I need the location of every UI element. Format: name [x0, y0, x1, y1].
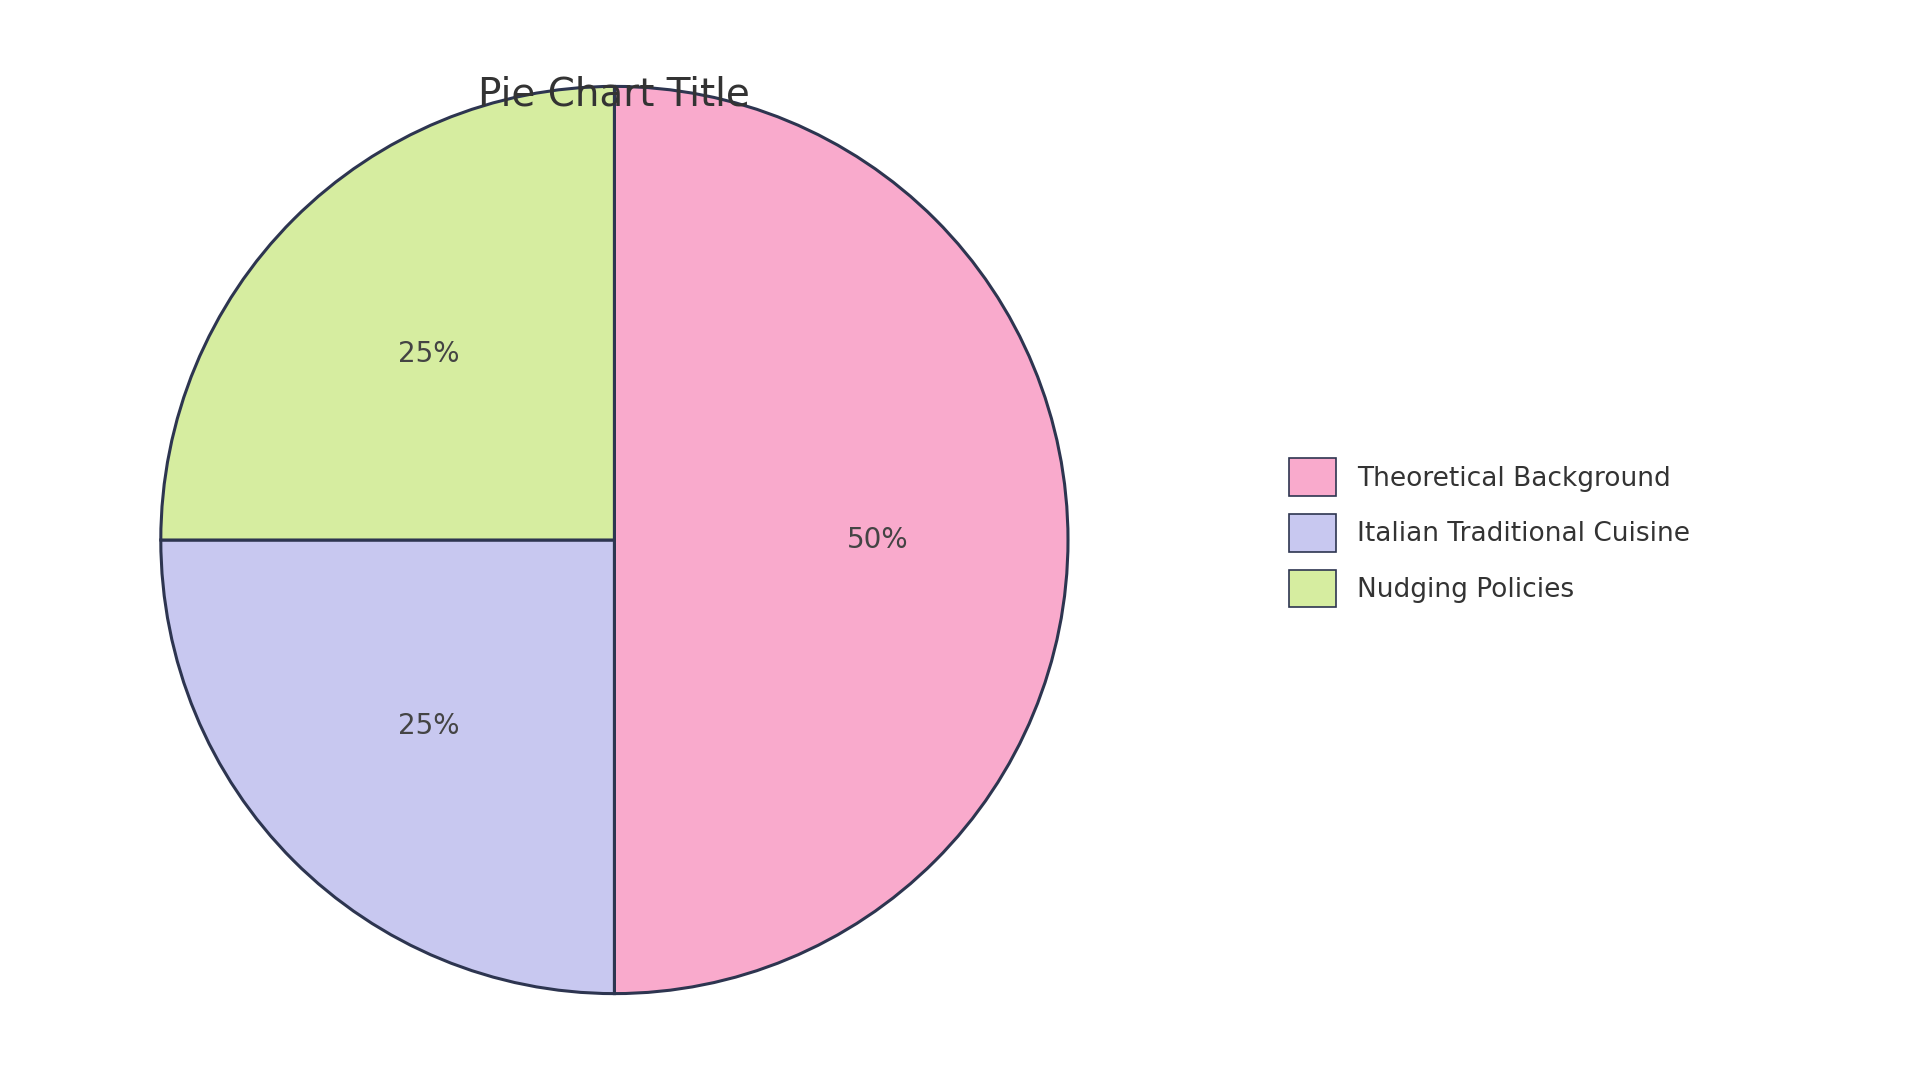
Text: 25%: 25%: [397, 340, 459, 368]
Text: 25%: 25%: [397, 712, 459, 740]
Wedge shape: [614, 86, 1068, 994]
Wedge shape: [161, 86, 614, 540]
Wedge shape: [161, 540, 614, 994]
Text: 50%: 50%: [847, 526, 908, 554]
Legend: Theoretical Background, Italian Traditional Cuisine, Nudging Policies: Theoretical Background, Italian Traditio…: [1275, 445, 1703, 621]
Text: Pie Chart Title: Pie Chart Title: [478, 76, 751, 113]
